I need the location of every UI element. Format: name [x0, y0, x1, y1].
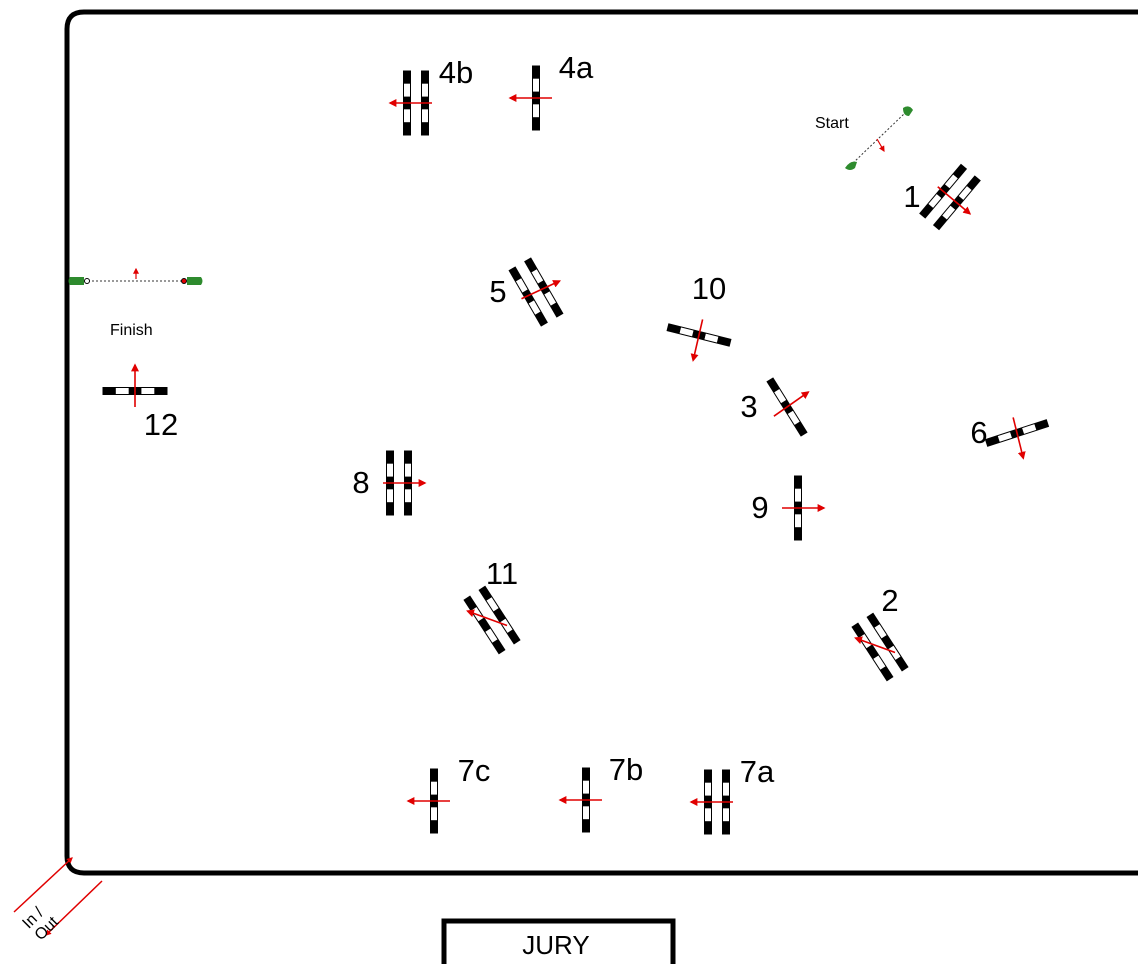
obstacle-label-7b: 7b: [609, 752, 643, 787]
arena-border: [64, 9, 1138, 876]
obstacle-label-8: 8: [352, 465, 369, 500]
start-line: Start: [815, 106, 913, 170]
obstacle-8: 8: [352, 450, 427, 516]
obstacle-label-7a: 7a: [740, 754, 775, 789]
obstacle-label-2: 2: [881, 583, 898, 618]
obstacle-9: 9: [751, 475, 826, 541]
jury-label: JURY: [522, 930, 589, 960]
obstacle-5: 5: [489, 257, 564, 327]
obstacle-label-1: 1: [903, 179, 920, 214]
obstacle-label-6: 6: [970, 415, 987, 450]
obstacle-label-4a: 4a: [559, 50, 594, 85]
jury-box: JURY: [441, 918, 676, 964]
obstacle-3: 3: [740, 377, 810, 437]
obstacle-4a: 4a: [508, 50, 594, 131]
obstacle-7c: 7c: [406, 753, 491, 834]
direction-arrow-5: [521, 280, 562, 300]
direction-arrow-10: [690, 319, 704, 362]
obstacle-6: 6: [970, 415, 1050, 460]
start-flag-left: [845, 161, 857, 170]
obstacle-2: 2: [851, 583, 909, 682]
obstacle-label-9: 9: [751, 490, 768, 525]
direction-arrow-3: [773, 391, 810, 417]
obstacle-10: 10: [666, 271, 732, 362]
obstacle-label-11: 11: [486, 556, 518, 591]
finish-flag-right: [187, 277, 203, 285]
obstacle-label-4b: 4b: [439, 55, 473, 90]
obstacle-1: 1: [903, 163, 981, 231]
direction-arrow-11: [466, 609, 508, 627]
finish-label: Finish: [110, 322, 153, 339]
obstacle-label-5: 5: [489, 274, 506, 309]
oxer-poles-11: [463, 585, 521, 655]
obstacle-11: 11: [463, 556, 521, 655]
obstacle-label-3: 3: [740, 389, 757, 424]
direction-arrow-2: [854, 636, 896, 654]
start-flag-right: [903, 106, 913, 116]
obstacle-7b: 7b: [558, 752, 643, 833]
start-label: Start: [815, 115, 849, 132]
direction-arrow-1: [937, 186, 972, 215]
finish-line: Finish: [68, 267, 203, 339]
obstacle-7a: 7a: [689, 754, 775, 835]
obstacle-4b: 4b: [388, 55, 473, 136]
svg-text:In / Out: In / Out: [19, 901, 62, 944]
obstacle-label-7c: 7c: [458, 753, 491, 788]
vertical-pole-12: [102, 387, 168, 395]
obstacle-label-12: 12: [144, 407, 178, 442]
obstacle-12: 12: [102, 363, 178, 442]
obstacle-label-10: 10: [692, 271, 726, 306]
finish-flag-left: [68, 277, 84, 285]
direction-arrow-6: [1012, 417, 1026, 460]
vertical-pole-3: [766, 377, 808, 437]
